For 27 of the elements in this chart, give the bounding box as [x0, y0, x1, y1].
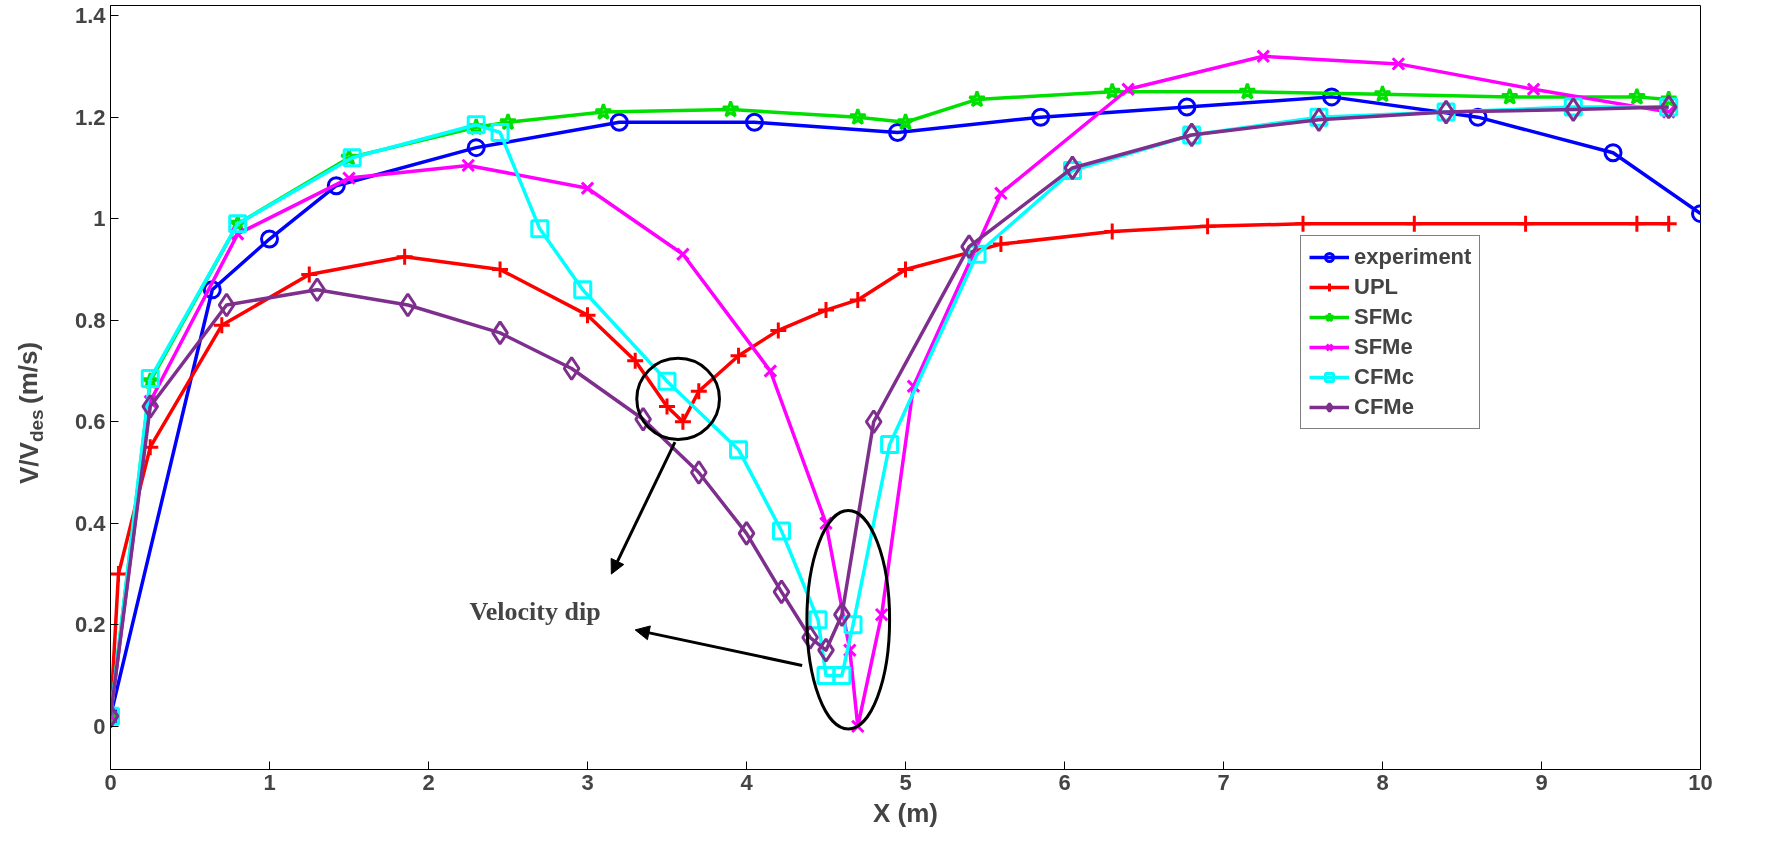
y-tick-label: 0.2: [74, 612, 106, 638]
y-tick-label: 1.4: [74, 3, 107, 29]
y-tick-label: 0: [93, 713, 106, 739]
x-tick-label: 5: [899, 769, 912, 795]
x-tick-label: 3: [581, 769, 594, 795]
x-tick-label: 2: [422, 769, 435, 795]
legend-label: experiment: [1354, 244, 1472, 270]
annotation: Velocity dip: [469, 597, 601, 627]
y-tick-label: 1: [93, 206, 106, 232]
y-tick-label: 0.6: [74, 409, 106, 435]
legend-label: CFMe: [1354, 394, 1414, 420]
x-tick-label: 4: [740, 769, 754, 795]
legend-label: SFMe: [1354, 334, 1413, 360]
y-tick-label: 0.4: [74, 510, 107, 536]
x-tick-label: 7: [1217, 769, 1230, 795]
x-tick-label: 10: [1688, 769, 1713, 795]
x-axis-title: X (m): [873, 797, 938, 828]
y-tick-label: 0.8: [74, 307, 106, 333]
legend-label: UPL: [1354, 274, 1398, 300]
x-tick-label: 6: [1058, 769, 1071, 795]
legend-label: SFMc: [1354, 304, 1413, 330]
x-tick-label: 9: [1535, 769, 1548, 795]
y-tick-label: 1.2: [74, 104, 106, 130]
x-tick-label: 8: [1376, 769, 1389, 795]
y-axis-title: V/Vdes (m/s): [13, 341, 47, 484]
x-tick-label: 1: [263, 769, 276, 795]
legend-label: CFMc: [1354, 364, 1414, 390]
